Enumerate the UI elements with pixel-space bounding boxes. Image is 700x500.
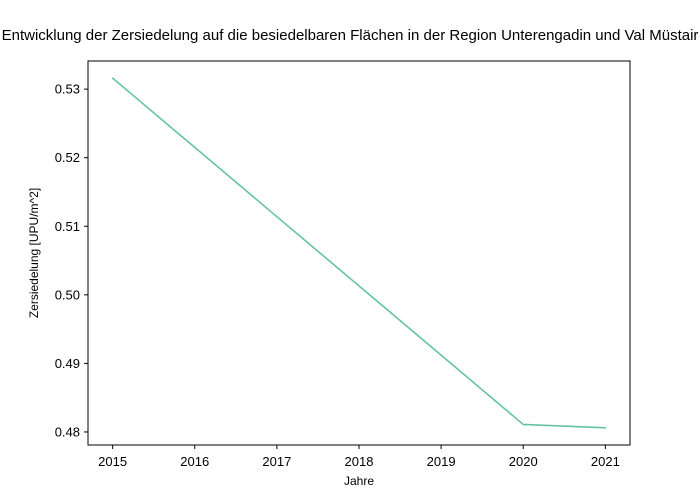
- y-tick-label: 0.49: [55, 356, 80, 371]
- series-line: [112, 77, 606, 429]
- y-tick-label: 0.48: [55, 424, 80, 439]
- y-tick-label: 0.50: [55, 287, 80, 302]
- y-tick-label: 0.51: [55, 219, 80, 234]
- x-tick-label: 2020: [509, 454, 538, 469]
- chart-title: Entwicklung der Zersiedelung auf die bes…: [2, 27, 699, 44]
- series-layer: [111, 77, 607, 429]
- y-tick-label: 0.52: [55, 150, 80, 165]
- y-tick-label: 0.53: [55, 82, 80, 97]
- y-axis: 0.48 0.49 0.50 0.51 0.52 0.53: [55, 82, 88, 439]
- plot-frame: [87, 60, 631, 446]
- data-point: [522, 423, 525, 426]
- x-axis: 2015 2016 2017 2018 2019 2020 2021: [98, 445, 620, 469]
- x-tick-label: 2017: [262, 454, 291, 469]
- y-axis-label: Zersiedelung [UPU/m^2]: [27, 188, 41, 318]
- data-point: [604, 427, 607, 429]
- x-tick-label: 2015: [98, 454, 127, 469]
- x-axis-label: Jahre: [344, 474, 374, 488]
- x-tick-label: 2019: [427, 454, 456, 469]
- x-tick-label: 2016: [180, 454, 209, 469]
- data-point: [111, 77, 114, 79]
- x-tick-label: 2021: [591, 454, 620, 469]
- x-tick-label: 2018: [345, 454, 374, 469]
